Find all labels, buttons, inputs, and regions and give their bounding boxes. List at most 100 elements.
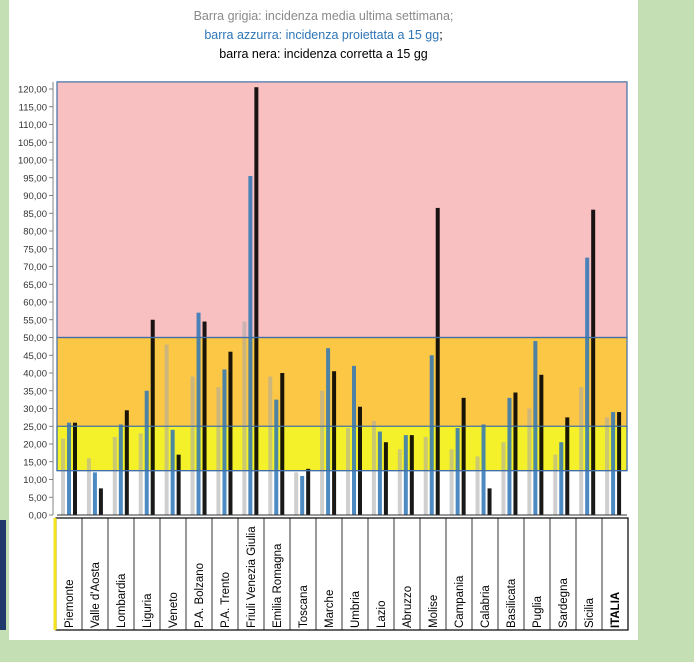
bar-black: [513, 392, 518, 515]
bar-grey: [86, 458, 91, 515]
bar-black: [539, 374, 544, 515]
bar-blue: [377, 431, 382, 515]
bar-blue: [585, 257, 590, 515]
bar-black: [565, 417, 570, 515]
bar-grey: [268, 376, 273, 515]
category-label: Valle d'Aosta: [90, 561, 102, 628]
category-label: Molise: [428, 595, 440, 628]
bar-blue: [118, 424, 123, 515]
bar-blue: [274, 399, 279, 515]
y-tick-label: 10,00: [23, 475, 47, 486]
bar-blue: [533, 341, 538, 515]
bar-blue: [222, 369, 227, 515]
bar-black: [332, 371, 337, 515]
bar-black: [461, 397, 466, 515]
bar-black: [306, 468, 311, 515]
y-tick-label: 115,00: [19, 102, 47, 113]
y-tick-label: 45,00: [23, 351, 47, 362]
bar-blue: [67, 422, 71, 515]
category-label: Sicilia: [584, 597, 596, 628]
category-label: Liguria: [142, 593, 154, 628]
y-tick-label: 80,00: [23, 227, 47, 238]
category-label: Emilia Romagna: [272, 543, 284, 628]
bar-grey: [164, 344, 169, 515]
y-tick-label: 60,00: [23, 298, 47, 309]
title-blue-line: barra azzurra: incidenza proiettata a 15…: [9, 27, 638, 43]
category-label: Calabria: [480, 585, 492, 628]
bar-blue: [144, 390, 149, 515]
y-tick-label: 90,00: [23, 191, 47, 202]
bar-blue: [559, 442, 564, 515]
category-label: Abruzzo: [402, 586, 414, 628]
y-tick-label: 65,00: [23, 280, 47, 291]
y-tick-label: 55,00: [23, 315, 47, 326]
y-tick-label: 85,00: [23, 209, 47, 220]
category-label: Piemonte: [64, 579, 76, 628]
y-axis: 0,00 5,00 10,00 15,00 20,00 25,00 30,00 35,00 40…: [18, 81, 54, 522]
bar-grey: [579, 387, 584, 515]
bar-grey: [294, 472, 299, 515]
bar-blue: [507, 397, 512, 515]
bar-black: [435, 207, 440, 516]
bar-black: [176, 454, 181, 515]
category-label: Basilicata: [506, 578, 518, 628]
category-label: P.A. Bolzano: [194, 563, 206, 628]
x-axis: Piemonte Valle d'Aosta Lombardia Liguria Ven…: [53, 517, 629, 631]
category-label: ITALIA: [610, 592, 622, 628]
y-tick-label: 40,00: [23, 369, 47, 380]
y-tick-label: 35,00: [23, 386, 47, 397]
y-tick-label: 75,00: [23, 244, 47, 255]
bar-blue: [300, 475, 305, 515]
bar-grey: [501, 442, 506, 515]
bar-grey: [553, 454, 558, 515]
bar-blue: [481, 424, 486, 515]
bar-black: [409, 435, 414, 515]
bar-black: [202, 321, 207, 515]
y-tick-label: 50,00: [23, 333, 47, 344]
bar-blue: [455, 428, 460, 515]
zone-border-yellow: [56, 425, 628, 472]
zone-layer: [57, 81, 627, 515]
bar-grey: [190, 376, 195, 515]
category-label: Veneto: [168, 592, 180, 628]
y-tick-label: 110,00: [19, 120, 47, 131]
y-tick-label: 95,00: [23, 173, 47, 184]
category-label: Lazio: [376, 601, 388, 629]
dark-corner-decoration: [0, 520, 6, 630]
bar-grey: [346, 428, 350, 515]
bar-grey: [371, 420, 376, 515]
title-blue-text: barra azzurra: incidenza proiettata a 15…: [204, 28, 440, 42]
bar-blue: [326, 348, 331, 515]
bar-blue: [248, 175, 253, 515]
bars-layer: [57, 87, 627, 516]
bar-blue: [403, 435, 408, 515]
bar-grey: [397, 449, 402, 515]
category-label: Lombardia: [116, 573, 128, 628]
bar-black: [254, 87, 259, 515]
bar-black: [358, 406, 362, 515]
title-blue-separator: ;: [439, 28, 443, 42]
y-tick-label: 100,00: [18, 156, 47, 167]
y-tick-label: 120,00: [18, 85, 47, 96]
y-tick-label: 30,00: [23, 404, 47, 415]
bar-grey: [605, 417, 610, 515]
category-label: Puglia: [532, 595, 544, 628]
bar-black: [228, 351, 233, 515]
bar-black: [591, 209, 596, 515]
category-label: Toscana: [298, 585, 310, 628]
bar-blue: [170, 429, 175, 515]
bar-black: [98, 488, 103, 515]
category-label: Sardegna: [558, 578, 570, 628]
zone-borders-layer: [56, 81, 628, 472]
title-black-line: barra nera: incidenza corretta a 15 gg: [219, 47, 428, 61]
bar-black: [487, 488, 492, 515]
left-background-strip: [0, 0, 9, 662]
category-label: Marche: [324, 590, 336, 628]
bar-grey: [112, 436, 117, 515]
bar-blue: [429, 355, 434, 515]
category-label: Friuli Venezia Giulia: [246, 526, 258, 628]
zone-red: [57, 81, 627, 338]
category-label: P.A. Trento: [220, 572, 232, 628]
y-tick-label: 0,00: [29, 511, 48, 522]
category-label: Umbria: [350, 590, 362, 628]
